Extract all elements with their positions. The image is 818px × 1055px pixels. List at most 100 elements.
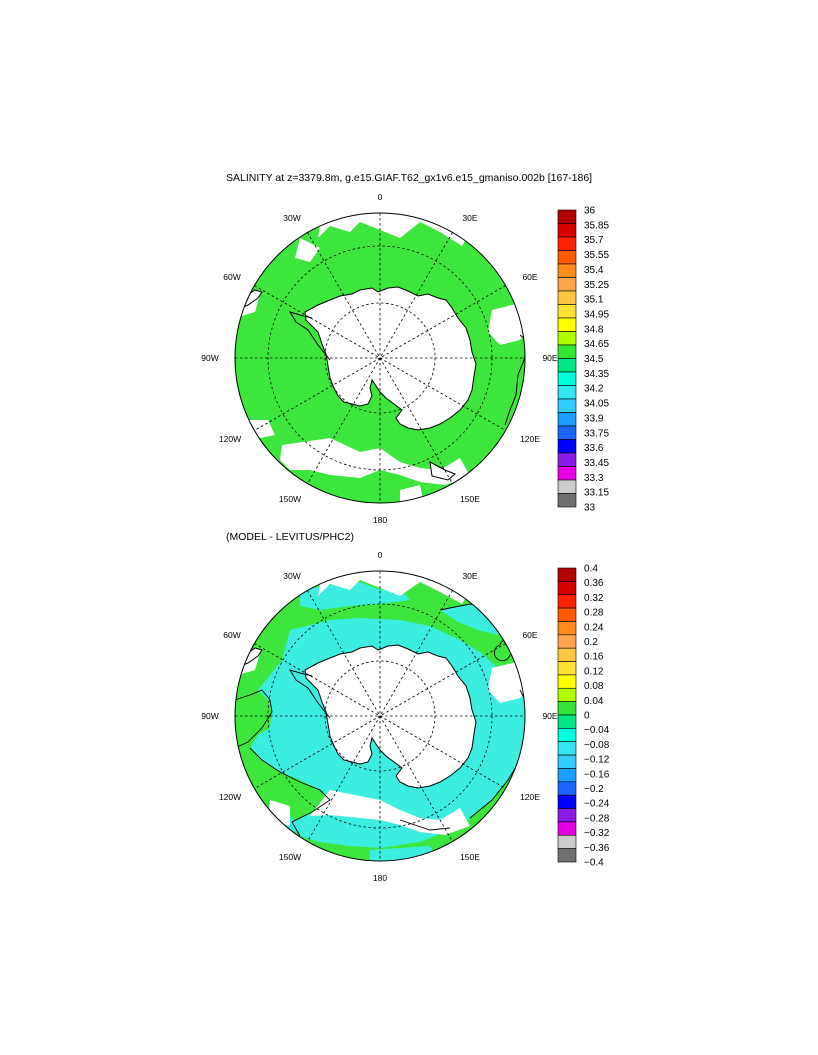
bottom-label-180: 180 (373, 873, 387, 883)
colorbar-swatch (557, 781, 577, 796)
colorbar-tick-label: 35.1 (584, 295, 604, 306)
top-label-120e: 120E (520, 434, 540, 444)
colorbar-tick-label: 0.12 (584, 666, 604, 677)
bottom-antarctica (304, 644, 477, 789)
colorbar-swatch (557, 250, 577, 265)
top-graticule (235, 213, 525, 503)
colorbar-tick-label: −0.2 (584, 784, 604, 795)
colorbar-swatch (557, 714, 577, 729)
colorbar-tick-label: 34.95 (584, 309, 609, 320)
colorbar-swatch (557, 290, 577, 305)
colorbar-tick-label: 0.2 (584, 637, 598, 648)
colorbar-tick-label: 0.28 (584, 608, 604, 619)
colorbar-swatch (557, 728, 577, 743)
colorbar-swatch (557, 594, 577, 609)
colorbar-tick-label: 35.7 (584, 235, 604, 246)
top-label-90e: 90E (542, 353, 557, 363)
bottom-polar-map: 0 30E 60E 90E 120E 150E 180 150W 120W 90… (201, 550, 558, 883)
colorbar-swatch (557, 661, 577, 676)
colorbar-tick-label: 33.45 (584, 458, 609, 469)
bottom-label-90w: 90W (201, 711, 218, 721)
bottom-label-0: 0 (378, 550, 383, 560)
colorbar-swatch (557, 701, 577, 716)
bottom-graticule (235, 571, 525, 861)
bottom-panel-title: (MODEL - LEVITUS/PHC2) (226, 531, 354, 543)
colorbar-tick-label: 36 (584, 206, 596, 217)
colorbar-swatch (557, 808, 577, 823)
colorbar-swatch (557, 358, 577, 373)
bottom-label-120e: 120E (520, 792, 540, 802)
colorbar-tick-label: 0.08 (584, 681, 604, 692)
colorbar-tick-label: 34.8 (584, 324, 604, 335)
colorbar-swatch (557, 834, 577, 849)
colorbar-swatch (557, 317, 577, 332)
colorbar-swatch (557, 607, 577, 622)
colorbar-swatch (557, 479, 577, 494)
colorbar-swatch (557, 634, 577, 649)
colorbar-swatch (557, 794, 577, 809)
colorbar-tick-label: 0.4 (584, 564, 598, 575)
colorbar-swatch (557, 439, 577, 454)
colorbar-swatch (557, 493, 577, 508)
colorbar-tick-label: 0.32 (584, 593, 604, 604)
colorbar-tick-label: 35.85 (584, 220, 609, 231)
colorbar-swatch (557, 209, 577, 224)
top-label-0: 0 (378, 192, 383, 202)
colorbar-tick-label: 33.15 (584, 488, 609, 499)
colorbar-tick-label: −0.04 (584, 725, 610, 736)
top-antarctica (304, 286, 477, 431)
colorbar-swatch (557, 754, 577, 769)
colorbar-tick-label: 0.04 (584, 696, 604, 707)
bottom-label-150w: 150W (279, 852, 301, 862)
colorbar-tick-label: 35.55 (584, 250, 609, 261)
top-label-30w: 30W (283, 213, 300, 223)
top-label-150w: 150W (279, 494, 301, 504)
top-panel-title: SALINITY at z=3379.8m, g.e15.GIAF.T62_gx… (226, 172, 593, 184)
top-colorbar: 36 35.85 35.7 35.55 35.4 35.25 35.1 34.95 34.8 34… (557, 206, 609, 514)
top-label-180: 180 (373, 515, 387, 525)
colorbar-swatch (557, 398, 577, 413)
colorbar-tick-label: −0.4 (584, 858, 604, 869)
top-label-120w: 120W (219, 434, 241, 444)
colorbar-tick-label: −0.08 (584, 740, 610, 751)
colorbar-swatch (557, 674, 577, 689)
colorbar-swatch (557, 344, 577, 359)
bottom-label-60e: 60E (522, 630, 537, 640)
colorbar-swatch (557, 621, 577, 636)
colorbar-swatch (557, 236, 577, 251)
colorbar-tick-label: 34.5 (584, 354, 604, 365)
colorbar-swatch (557, 385, 577, 400)
colorbar-tick-label: −0.28 (584, 813, 610, 824)
colorbar-swatch (557, 741, 577, 756)
colorbar-swatch (557, 848, 577, 863)
colorbar-tick-label: 0.24 (584, 622, 604, 633)
colorbar-tick-label: −0.32 (584, 828, 610, 839)
colorbar-tick-label: −0.12 (584, 755, 610, 766)
colorbar-swatch (557, 581, 577, 596)
bottom-label-60w: 60W (223, 630, 240, 640)
colorbar-swatch (557, 277, 577, 292)
top-label-60e: 60E (522, 272, 537, 282)
colorbar-tick-label: −0.24 (584, 799, 610, 810)
colorbar-tick-label: 35.25 (584, 280, 609, 291)
top-label-90w: 90W (201, 353, 218, 363)
top-label-60w: 60W (223, 272, 240, 282)
colorbar-swatch (557, 263, 577, 278)
colorbar-swatch (557, 567, 577, 582)
top-label-30e: 30E (462, 213, 477, 223)
colorbar-swatch (557, 223, 577, 238)
top-polar-map: 0 30E 60E 90E 120E 150E 180 150W 120W 90… (201, 192, 558, 525)
colorbar-swatch (557, 412, 577, 427)
colorbar-swatch (557, 647, 577, 662)
bottom-label-30e: 30E (462, 571, 477, 581)
colorbar-swatch (557, 821, 577, 836)
bottom-label-30w: 30W (283, 571, 300, 581)
colorbar-swatch (557, 452, 577, 467)
colorbar-swatch (557, 687, 577, 702)
colorbar-tick-label: 33.6 (584, 443, 604, 454)
colorbar-tick-label: 34.05 (584, 399, 609, 410)
top-label-150e: 150E (460, 494, 480, 504)
colorbar-tick-label: 0 (584, 711, 590, 722)
colorbar-tick-label: 33.9 (584, 413, 604, 424)
